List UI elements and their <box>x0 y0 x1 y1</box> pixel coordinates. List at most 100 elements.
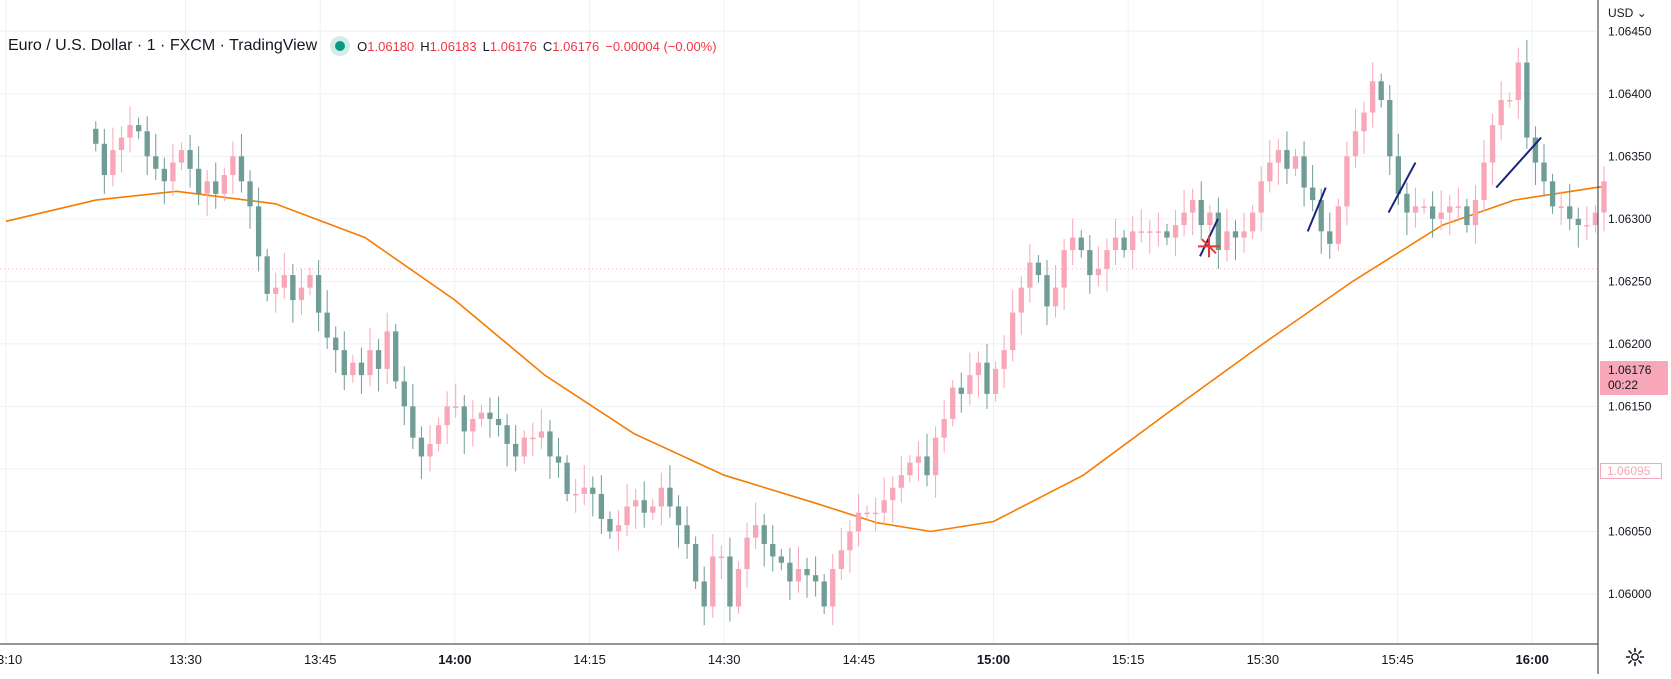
price-tick-label: 1.06400 <box>1608 87 1652 101</box>
candle-body <box>1215 212 1222 251</box>
candle-body <box>495 418 502 426</box>
candle-body <box>1190 200 1196 213</box>
price-tick-label: 1.06350 <box>1608 149 1652 163</box>
price-tick-label: 1.06200 <box>1608 337 1652 351</box>
candle-body <box>135 125 142 132</box>
trend-line-drawings[interactable] <box>1199 136 1542 257</box>
time-tick-label: 15:15 <box>1112 652 1145 667</box>
candle-body <box>975 362 982 376</box>
candle-body <box>1447 206 1453 213</box>
candle-body <box>1207 212 1213 226</box>
candle-body <box>890 487 896 501</box>
candle-body <box>1224 231 1230 251</box>
candle-body <box>1078 237 1084 251</box>
candle-body <box>984 362 990 394</box>
candle-body <box>487 412 493 419</box>
candle-body <box>650 506 656 513</box>
ema-price-tag: 1.06095 <box>1600 463 1662 479</box>
candle-body <box>864 512 870 515</box>
candle-body <box>273 287 279 294</box>
chevron-down-icon: ⌄ <box>1636 6 1647 20</box>
ema-price-value: 1.06095 <box>1607 464 1651 478</box>
candle-body <box>1335 206 1342 244</box>
candle-body <box>564 462 570 494</box>
candle-body <box>1198 200 1204 226</box>
candle-body <box>1061 250 1067 288</box>
time-tick-label: 15:45 <box>1381 652 1414 667</box>
candle-body <box>118 137 125 151</box>
candle-body <box>1489 125 1496 163</box>
candle-body <box>213 181 219 194</box>
candle-body <box>1455 206 1461 208</box>
candle-body <box>521 437 527 457</box>
candle-body <box>101 143 108 176</box>
symbol-legend: Euro / U.S. Dollar · 1 · FXCM · TradingV… <box>8 36 717 56</box>
candle-body <box>1361 112 1367 132</box>
candle-body <box>778 556 784 563</box>
candle-body <box>264 256 270 294</box>
candle-body <box>93 128 99 144</box>
currency-selector[interactable]: USD ⌄ <box>1608 6 1647 20</box>
candle-body <box>393 331 399 382</box>
candle-body <box>1258 181 1264 213</box>
candle-body <box>1395 156 1401 194</box>
price-tick-label: 1.06450 <box>1608 24 1652 38</box>
close-value: 1.06176 <box>552 38 600 54</box>
time-tick-label: 15:00 <box>977 652 1010 667</box>
candle-body <box>881 500 887 513</box>
candle-body <box>1267 162 1273 182</box>
time-tick-label: 13:45 <box>304 652 337 667</box>
candle-body <box>924 456 930 476</box>
candle-body <box>350 362 356 376</box>
candle-body <box>958 387 964 394</box>
trend-line <box>1387 162 1417 214</box>
candle-body <box>795 568 802 582</box>
candle-body <box>1001 350 1007 369</box>
candle-body <box>915 456 922 463</box>
symbol-title[interactable]: Euro / U.S. Dollar · 1 · FXCM · TradingV… <box>8 37 318 54</box>
candle-body <box>1035 262 1042 276</box>
market-status-icon <box>335 41 346 51</box>
candle-body <box>375 350 382 369</box>
candle-body <box>555 456 562 463</box>
candle-body <box>590 487 596 494</box>
candle-body <box>1584 225 1590 227</box>
candle-body <box>1507 100 1513 102</box>
candle-body <box>144 131 150 157</box>
candle-body <box>1601 181 1607 213</box>
candle-body <box>735 568 742 607</box>
candle-body <box>1387 100 1393 157</box>
candle-body <box>247 181 253 207</box>
candle-body <box>821 581 827 607</box>
price-tick-label: 1.06150 <box>1608 399 1652 413</box>
candle-body <box>804 568 810 576</box>
candle-body <box>1052 287 1059 307</box>
candle-body <box>1429 206 1436 219</box>
candle-body <box>573 493 579 496</box>
candles <box>93 40 1607 626</box>
candle-body <box>855 512 862 532</box>
candle-body <box>1541 162 1547 182</box>
candle-body <box>1018 287 1024 313</box>
candle-body <box>847 531 853 551</box>
ema-polyline <box>5 185 1605 533</box>
candle-body <box>812 575 819 582</box>
candle-body <box>607 518 613 532</box>
candle-body <box>1095 268 1102 276</box>
candle-body <box>110 150 116 176</box>
candle-body <box>710 556 716 607</box>
gear-icon[interactable] <box>1624 646 1646 668</box>
time-tick-label: 16:00 <box>1516 652 1549 667</box>
candle-body <box>727 556 733 607</box>
candle-body <box>1181 212 1187 226</box>
candle-body <box>204 181 210 194</box>
candle-body <box>598 493 605 519</box>
candle-body <box>401 381 407 407</box>
change-value: −0.00004 (−0.00%) <box>605 38 717 54</box>
candle-body <box>1121 237 1127 251</box>
candle-body <box>1104 250 1110 269</box>
candle-body <box>1284 150 1290 169</box>
price-tick-label: 1.06250 <box>1608 274 1652 288</box>
